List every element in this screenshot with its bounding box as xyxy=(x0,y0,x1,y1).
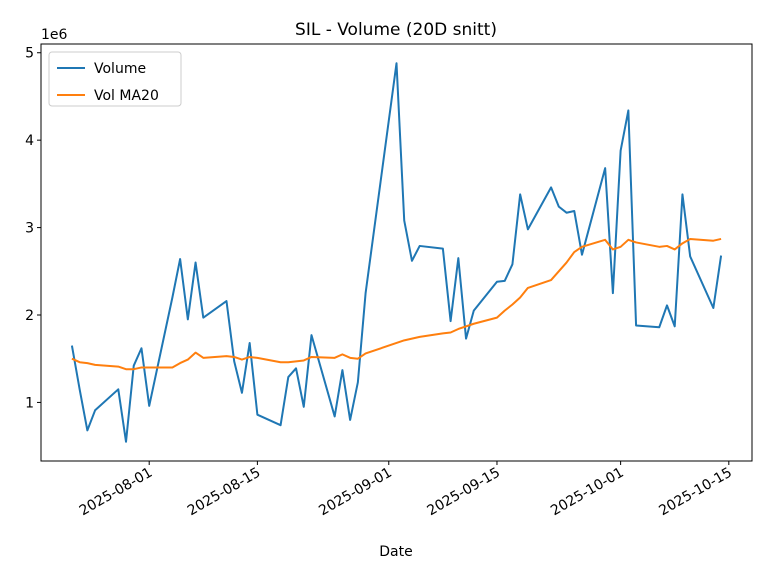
x-tick-label: 2025-08-15 xyxy=(185,465,263,520)
x-tick-label: 2025-10-15 xyxy=(656,465,734,520)
y-offset-label: 1e6 xyxy=(41,27,68,43)
x-axis-label: Date xyxy=(379,544,412,560)
y-tick-label: 4 xyxy=(25,133,34,149)
series-line xyxy=(70,62,723,443)
x-tick-label: 2025-09-15 xyxy=(424,465,502,520)
x-tick-label: 2025-08-01 xyxy=(77,465,155,520)
chart-title: SIL - Volume (20D snitt) xyxy=(295,20,497,40)
legend-box xyxy=(48,51,182,107)
y-tick-label: 3 xyxy=(25,221,34,237)
plot-frame xyxy=(40,43,753,462)
y-tick-label: 2 xyxy=(25,308,34,324)
legend: Volume Vol MA20 xyxy=(48,51,182,107)
x-tick-label: 2025-09-01 xyxy=(316,465,394,520)
y-tick-label: 1 xyxy=(25,395,34,411)
legend-label: Volume xyxy=(94,61,146,77)
series-line xyxy=(71,237,722,371)
y-tick-label: 5 xyxy=(25,46,34,62)
legend-label: Vol MA20 xyxy=(94,88,159,104)
x-tick-label: 2025-10-01 xyxy=(548,465,626,520)
